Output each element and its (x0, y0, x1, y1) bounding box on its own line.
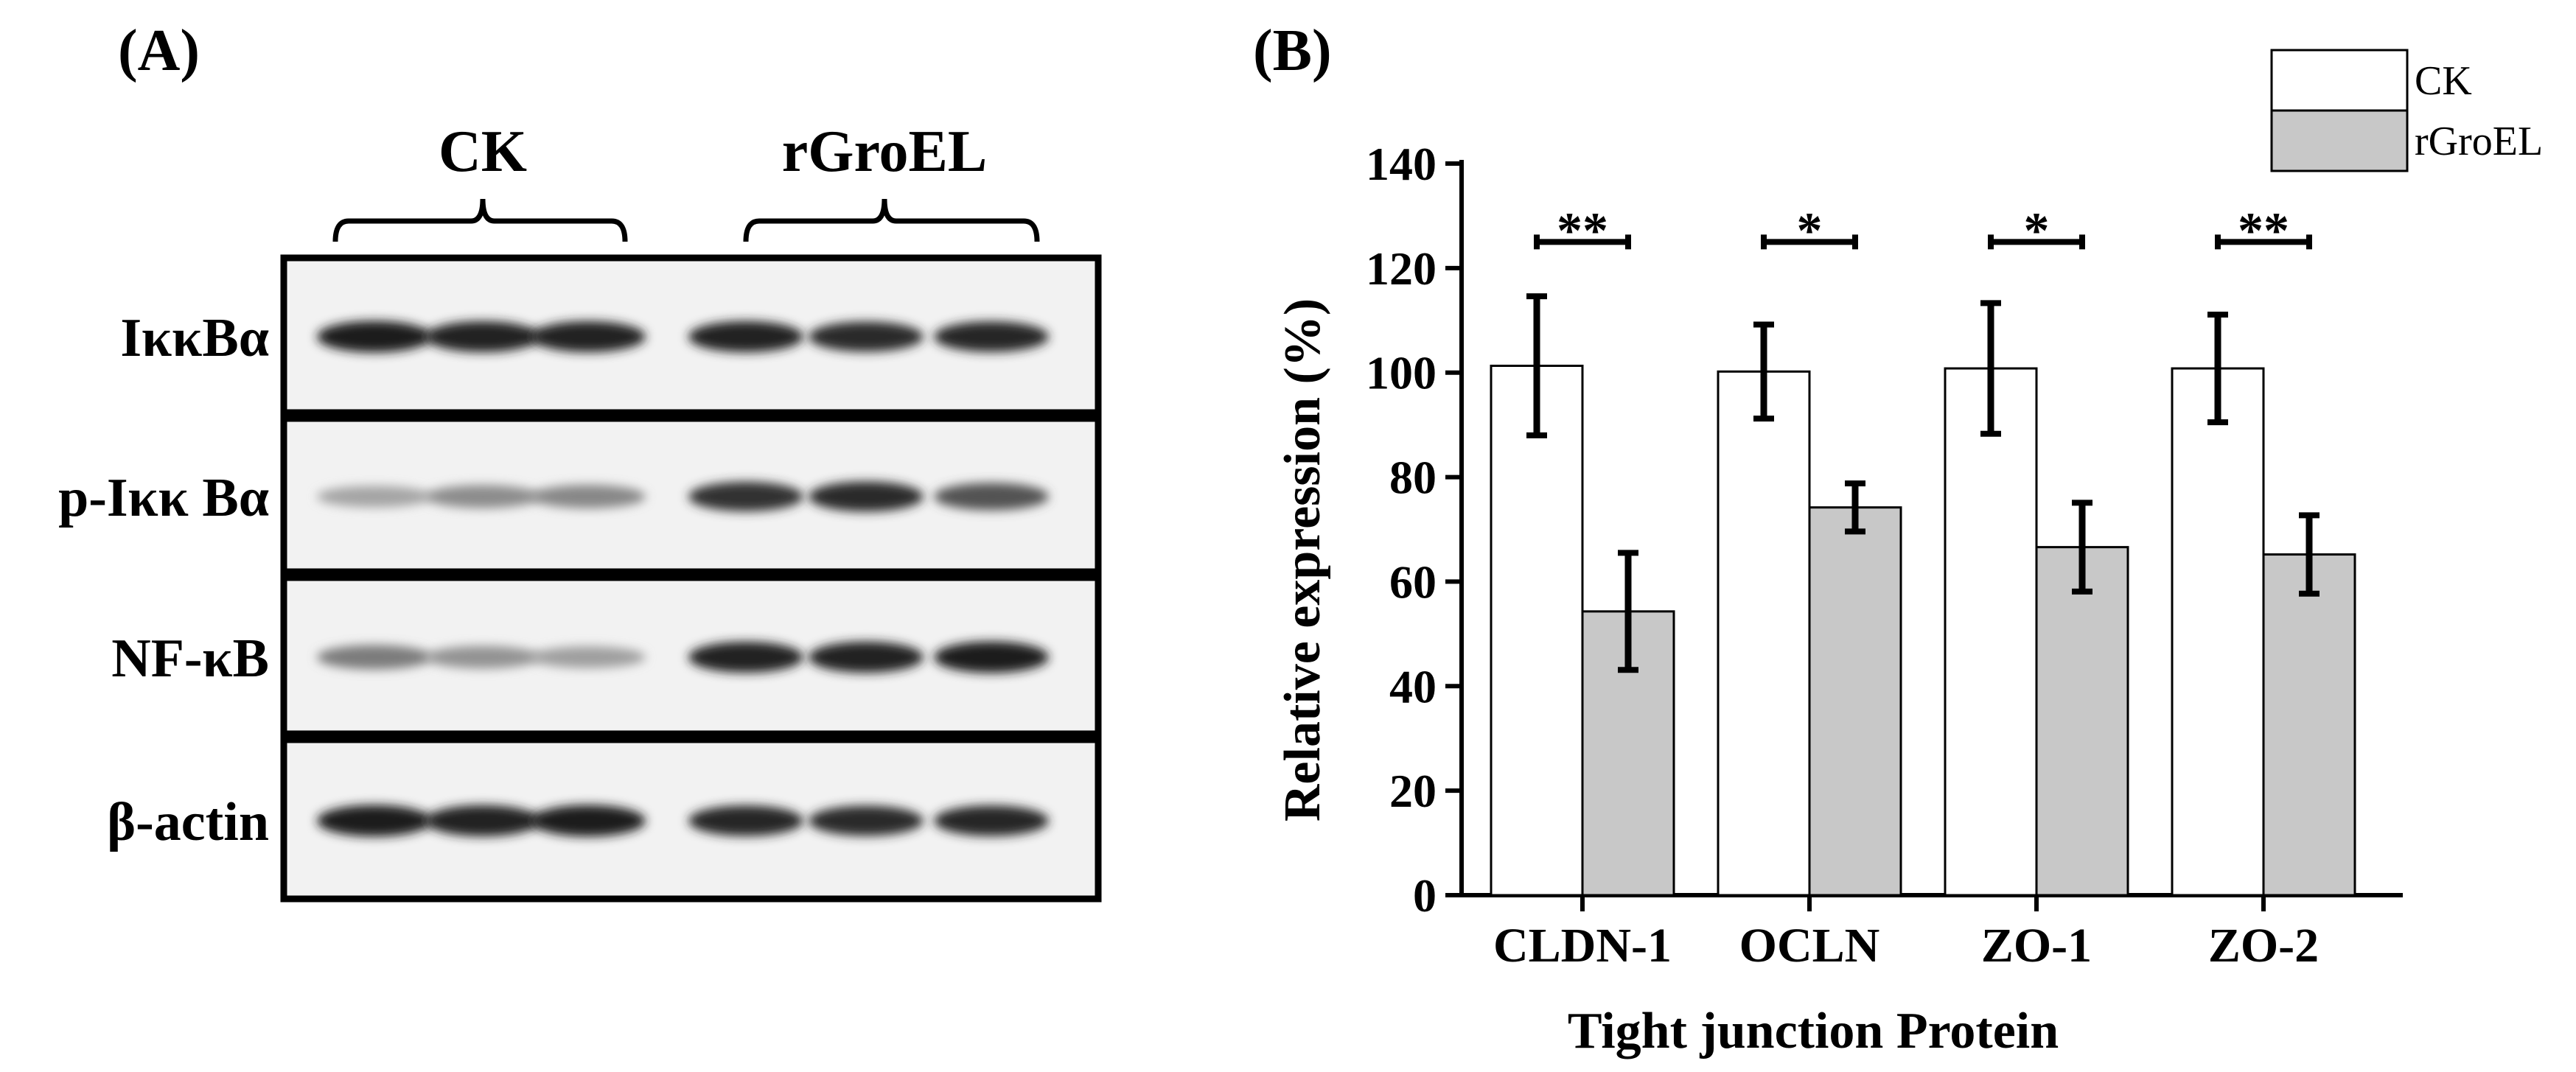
bar-rgroel (1808, 506, 1902, 897)
bar-rgroel (2035, 546, 2129, 897)
blot-band (317, 805, 432, 837)
blot-band (317, 486, 432, 508)
blot-row: NF-κB (111, 574, 1102, 738)
legend: CK rGroEL (2270, 49, 2543, 172)
y-tick-label: 20 (1389, 765, 1437, 817)
significance-label: * (1797, 203, 1823, 259)
legend-swatch-rgroel (2270, 109, 2409, 172)
blot-band (425, 485, 540, 508)
blot-band (317, 320, 432, 353)
blot-band (531, 805, 646, 837)
blot-band (425, 805, 540, 837)
group-bracket-ck (332, 198, 628, 242)
blot-band (809, 481, 924, 512)
blot-band (934, 321, 1049, 352)
y-tick-label: 80 (1389, 452, 1437, 504)
significance-label: * (2024, 203, 2050, 259)
x-tick-label: ZO-1 (1981, 919, 2092, 973)
blot-band (688, 805, 803, 836)
y-tick-label: 100 (1366, 347, 1437, 399)
blot-band (809, 805, 924, 836)
group-bracket-rgroel (743, 198, 1040, 242)
group-label-rgroel: rGroEL (782, 119, 988, 184)
bar-chart: 0 20 40 60 80 100 120 140 CLDN-1 ** OCLN * ZO-1 * ZO-2… (1366, 138, 2403, 973)
y-axis-label: Relative expression (%) (1274, 298, 1331, 821)
panel-b-label: (B) (1253, 18, 1332, 83)
blot-label: NF-κB (111, 628, 269, 689)
blot-label: IκκBα (120, 308, 269, 368)
blot-row: IκκBα (120, 254, 1102, 416)
y-tick-label: 140 (1366, 138, 1437, 190)
y-tick-label: 0 (1413, 869, 1437, 922)
panel-a: (A) CK rGroEL IκκBα p-Iκκ Bα NF-κB β-actin (58, 18, 1102, 903)
y-tick-label: 60 (1389, 556, 1437, 608)
blot-band (531, 320, 646, 353)
blot-label: p-Iκκ Bα (58, 468, 269, 528)
bar-ck (1490, 364, 1584, 897)
group-label-ck: CK (439, 119, 527, 184)
legend-label-ck: CK (2415, 58, 2472, 104)
blot-band (531, 485, 646, 508)
blot-band (531, 646, 646, 668)
blot-row: β-actin (107, 736, 1102, 903)
legend-swatch-ck (2270, 49, 2409, 112)
y-tick-label: 120 (1366, 242, 1437, 295)
blot-band (809, 641, 924, 673)
bar-rgroel (2262, 553, 2356, 897)
blot-label: β-actin (107, 792, 269, 852)
x-tick-label: CLDN-1 (1493, 919, 1672, 973)
group-labels: CK rGroEL (332, 119, 1040, 242)
bar-ck (1944, 367, 2038, 897)
y-tick-label: 40 (1389, 660, 1437, 712)
blot-band (317, 645, 432, 670)
panel-a-label: (A) (118, 18, 200, 83)
panel-b: (B) 0 20 40 60 80 100 120 140 CLDN-1 ** OCLN * ZO-1 *… (1253, 18, 2543, 1059)
x-tick-label: OCLN (1739, 919, 1880, 973)
blot-band (425, 320, 540, 353)
x-tick-label: ZO-2 (2208, 919, 2319, 973)
blot-band (425, 645, 540, 669)
bar-ck (2171, 367, 2265, 897)
blot-band (688, 481, 803, 512)
blot-band (809, 321, 924, 352)
blot-band (688, 641, 803, 673)
blot-band (934, 641, 1049, 673)
blot-band (934, 483, 1049, 511)
legend-label-rgroel: rGroEL (2415, 119, 2543, 164)
significance-label: ** (2238, 203, 2289, 259)
x-axis-label: Tight junction Protein (1568, 1003, 2059, 1059)
blot-band (688, 320, 803, 353)
blot-row: p-Iκκ Bα (58, 415, 1102, 575)
western-blots: IκκBα p-Iκκ Bα NF-κB β-actin (58, 254, 1102, 903)
bar-ck (1717, 370, 1811, 897)
blot-band (934, 805, 1049, 836)
significance-label: ** (1557, 203, 1608, 259)
